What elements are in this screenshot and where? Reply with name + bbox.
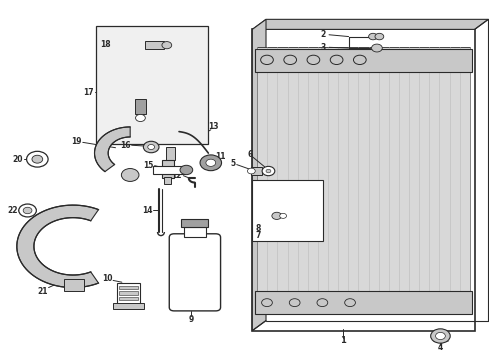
Circle shape: [353, 55, 366, 64]
Circle shape: [200, 155, 221, 171]
Text: 4: 4: [438, 343, 443, 352]
Circle shape: [262, 299, 272, 307]
Text: 18: 18: [100, 40, 111, 49]
Circle shape: [317, 299, 328, 307]
Text: 16: 16: [120, 141, 130, 150]
Circle shape: [330, 55, 343, 64]
Text: 6: 6: [247, 150, 252, 159]
Bar: [255, 49, 472, 72]
Circle shape: [371, 44, 382, 52]
Text: 13: 13: [208, 122, 219, 131]
Bar: [145, 41, 164, 49]
Text: 17: 17: [83, 87, 94, 96]
Circle shape: [26, 151, 48, 167]
Text: 7: 7: [255, 231, 261, 240]
Bar: [113, 303, 145, 309]
Bar: [251, 167, 262, 175]
Circle shape: [180, 165, 193, 175]
Circle shape: [436, 332, 445, 339]
Text: 21: 21: [37, 287, 48, 296]
Text: 12: 12: [172, 171, 182, 180]
Bar: [252, 180, 323, 241]
Circle shape: [19, 204, 36, 217]
Circle shape: [272, 212, 282, 220]
Bar: [181, 220, 208, 227]
Text: 19: 19: [71, 137, 82, 146]
Text: 2: 2: [320, 30, 326, 39]
Circle shape: [136, 114, 146, 122]
Circle shape: [261, 55, 273, 64]
Circle shape: [32, 155, 43, 163]
Circle shape: [148, 144, 155, 149]
Circle shape: [23, 207, 32, 214]
Circle shape: [375, 33, 384, 40]
Circle shape: [284, 55, 296, 64]
Bar: [64, 279, 84, 291]
Text: 3: 3: [320, 43, 326, 52]
Bar: [96, 26, 208, 144]
Polygon shape: [95, 127, 130, 172]
Circle shape: [162, 41, 172, 49]
Text: 11: 11: [215, 152, 226, 161]
Text: 15: 15: [144, 161, 154, 170]
Bar: [162, 160, 174, 178]
Bar: [252, 30, 475, 330]
Circle shape: [206, 159, 216, 166]
Text: 1: 1: [340, 336, 345, 345]
Circle shape: [280, 213, 287, 219]
Text: 9: 9: [189, 315, 194, 324]
FancyBboxPatch shape: [169, 234, 220, 311]
Bar: [153, 166, 185, 174]
Circle shape: [266, 169, 271, 173]
Text: 22: 22: [8, 206, 18, 215]
Circle shape: [307, 55, 320, 64]
Circle shape: [122, 168, 139, 181]
Polygon shape: [252, 19, 266, 330]
Text: 8: 8: [255, 224, 261, 233]
Bar: [117, 283, 141, 304]
Circle shape: [247, 168, 255, 174]
Text: 20: 20: [13, 155, 23, 164]
Circle shape: [144, 141, 159, 153]
Bar: [135, 99, 146, 114]
Circle shape: [289, 299, 300, 307]
Text: 5: 5: [230, 159, 235, 168]
Polygon shape: [252, 19, 489, 30]
Text: 14: 14: [142, 206, 152, 215]
Bar: [120, 286, 138, 289]
Bar: [184, 227, 206, 237]
Bar: [120, 297, 138, 300]
Bar: [255, 291, 472, 315]
Polygon shape: [17, 205, 98, 288]
Circle shape: [431, 329, 450, 343]
Circle shape: [368, 33, 377, 40]
Bar: [120, 291, 138, 295]
Circle shape: [344, 299, 355, 307]
Bar: [164, 177, 171, 184]
Bar: [257, 47, 470, 313]
Circle shape: [262, 166, 275, 176]
Bar: [166, 147, 174, 159]
Text: 10: 10: [102, 274, 113, 283]
